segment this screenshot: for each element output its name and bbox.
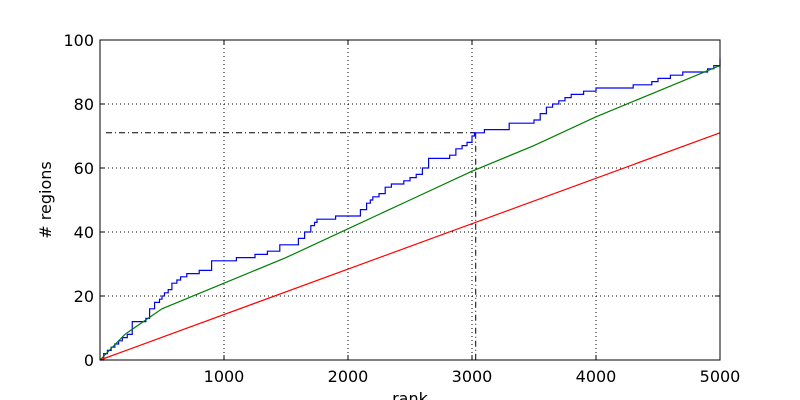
x-tick-label: 4000 [576, 367, 617, 386]
ticks: 1000 2000 3000 4000 5000 0 20 40 60 80 100 [63, 31, 740, 386]
x-tick-label: 1000 [204, 367, 245, 386]
plot-frame [99, 39, 721, 361]
series-line-1 [100, 59, 721, 361]
y-tick-label: 40 [74, 223, 94, 242]
x-axis-label: rank [392, 389, 429, 400]
y-tick-label: 20 [74, 287, 94, 306]
x-tick-label: 5000 [700, 367, 741, 386]
y-axis-label: # regions [36, 161, 55, 238]
reference-lines [106, 132, 477, 360]
y-tick-label: 60 [74, 159, 94, 178]
y-tick-label: 0 [84, 351, 94, 370]
y-tick-label: 80 [74, 95, 94, 114]
x-tick-label: 3000 [452, 367, 493, 386]
series-line-3 [99, 132, 721, 361]
series-line-2 [99, 65, 721, 361]
y-tick-label: 100 [63, 31, 94, 50]
x-tick-label: 2000 [328, 367, 369, 386]
series-lines [99, 59, 721, 361]
